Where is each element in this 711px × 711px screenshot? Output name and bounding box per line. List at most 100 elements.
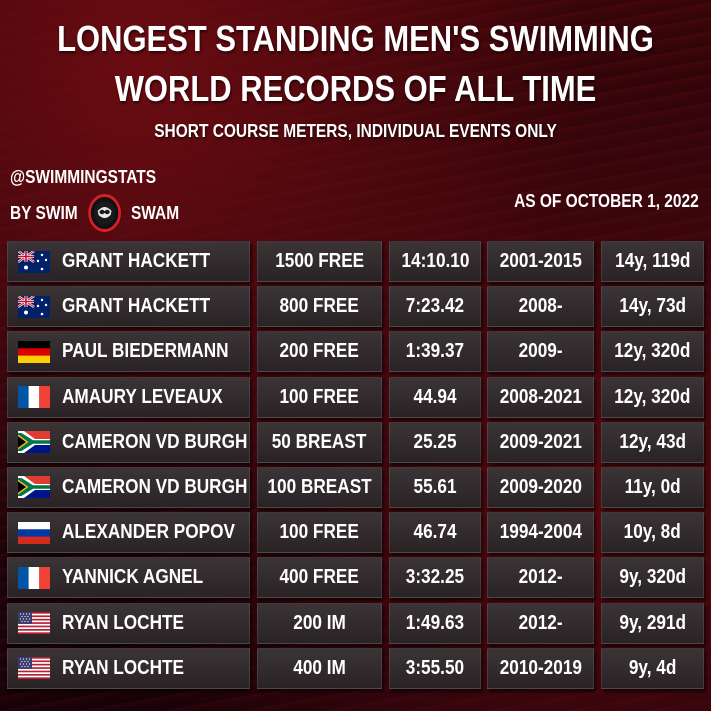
record-years: 2010-2019: [499, 656, 582, 679]
record-years: 2008-2021: [499, 385, 582, 408]
germany-flag-icon: [18, 340, 50, 363]
swimmer-cell: RYAN LOCHTE: [7, 647, 250, 689]
event-name: 400 FREE: [279, 566, 360, 589]
usa-flag-icon: [18, 612, 50, 634]
table-row: CAMERON VD BURGH 100 BREAST 55.61 2009-2020…: [7, 466, 704, 508]
event-cell: 400 FREE: [257, 557, 382, 599]
record-time: 14:10.10: [401, 250, 469, 272]
duration-cell: 9y, 4d: [601, 647, 704, 689]
australia-flag-icon: [17, 249, 50, 273]
event-cell: 200 FREE: [257, 331, 382, 373]
event-name: 200 IM: [293, 611, 346, 634]
record-time: 3:32.25: [405, 566, 465, 589]
event-cell: 100 FREE: [257, 512, 382, 554]
duration-cell: 14y, 73d: [601, 286, 704, 328]
swimswam-logo-icon: [87, 194, 121, 232]
swimmer-cell: GRANT HACKETT: [7, 241, 250, 282]
record-years: 2009-2021: [499, 430, 582, 453]
record-time: 44.94: [413, 385, 457, 408]
table-row: CAMERON VD BURGH 50 BREAST 25.25 2009-2021 1…: [7, 421, 704, 463]
duration-cell: 12y, 43d: [601, 421, 704, 463]
swimmer-name: GRANT HACKETT: [62, 295, 211, 318]
record-time: 1:39.37: [405, 340, 465, 363]
south-africa-flag-icon: [18, 476, 50, 499]
record-duration: 12y, 43d: [619, 430, 686, 453]
record-time: 7:23.42: [405, 295, 465, 318]
event-cell: 50 BREAST: [257, 421, 382, 463]
years-cell: 2009-: [487, 331, 594, 373]
record-duration: 12y, 320d: [614, 340, 691, 363]
swimmer-cell: CAMERON VD BURGH: [7, 466, 250, 508]
record-duration: 10y, 8d: [623, 521, 682, 544]
record-duration: 9y, 291d: [619, 611, 686, 634]
swimmer-name: CAMERON VD BURGH: [62, 430, 248, 453]
duration-cell: 10y, 8d: [601, 512, 704, 554]
table-row: PAUL BIEDERMANN 200 FREE 1:39.37 2009- 12y, …: [7, 331, 704, 373]
page-subtitle: SHORT COURSE METERS, INDIVIDUAL EVENTS O…: [154, 121, 557, 141]
event-cell: 800 FREE: [257, 286, 382, 328]
swimmer-cell: RYAN LOCHTE: [7, 602, 250, 644]
swimmer-cell: AMAURY LEVEAUX: [7, 376, 250, 418]
event-cell: 400 IM: [257, 647, 382, 689]
page-title-line-2: WORLD RECORDS OF ALL TIME: [114, 68, 597, 109]
event-name: 100 FREE: [279, 521, 360, 544]
usa-flag-icon: [18, 657, 50, 680]
record-years: 2008-: [518, 295, 563, 318]
swimmer-name: YANNICK AGNEL: [62, 566, 204, 589]
duration-cell: 9y, 320d: [601, 557, 704, 599]
table-row: RYAN LOCHTE 200 IM 1:49.63 2012- 9y, 291d: [7, 602, 704, 644]
russia-flag-icon: [18, 521, 50, 544]
duration-cell: 11y, 0d: [601, 466, 704, 508]
time-cell: 1:49.63: [389, 602, 481, 644]
duration-cell: 14y, 119d: [601, 241, 704, 282]
swimmer-cell: PAUL BIEDERMANN: [7, 331, 250, 373]
duration-cell: 12y, 320d: [601, 376, 704, 418]
swimmer-name: RYAN LOCHTE: [62, 611, 185, 634]
years-cell: 1994-2004: [487, 512, 594, 554]
event-name: 800 FREE: [279, 295, 360, 318]
time-cell: 1:39.37: [389, 331, 481, 373]
record-years: 2001-2015: [499, 250, 582, 272]
time-cell: 46.74: [389, 512, 481, 554]
social-handle: @SWIMMINGSTATS: [10, 167, 157, 187]
record-years: 2012-: [518, 566, 563, 589]
years-cell: 2012-: [487, 602, 594, 644]
time-cell: 3:55.50: [389, 647, 481, 689]
time-cell: 25.25: [389, 421, 481, 463]
years-cell: 2010-2019: [487, 647, 594, 689]
australia-flag-icon: [17, 294, 50, 318]
table-row: AMAURY LEVEAUX 100 FREE 44.94 2008-2021 12y,…: [7, 376, 704, 418]
event-name: 200 FREE: [279, 340, 360, 363]
record-duration: 14y, 73d: [619, 295, 686, 318]
byline: BY SWIM SWAM: [10, 193, 179, 233]
swimmer-name: RYAN LOCHTE: [62, 656, 185, 679]
record-time: 25.25: [413, 430, 457, 453]
france-flag-icon: [18, 566, 50, 589]
record-time: 55.61: [413, 475, 457, 498]
time-cell: 7:23.42: [389, 286, 481, 328]
time-cell: 14:10.10: [389, 241, 481, 282]
table-row: GRANT HACKETT 1500 FREE 14:10.10 2001-2015 1…: [7, 241, 704, 282]
records-table: GRANT HACKETT 1500 FREE 14:10.10 2001-2015 1…: [7, 241, 704, 693]
byline-prefix: BY SWIM: [10, 202, 78, 223]
south-africa-flag-icon: [18, 431, 50, 454]
record-time: 1:49.63: [405, 611, 465, 634]
table-row: YANNICK AGNEL 400 FREE 3:32.25 2012- 9y, 320…: [7, 557, 704, 599]
time-cell: 55.61: [389, 466, 481, 508]
event-cell: 200 IM: [257, 602, 382, 644]
time-cell: 3:32.25: [389, 557, 481, 599]
time-cell: 44.94: [389, 376, 481, 418]
event-cell: 100 BREAST: [257, 466, 382, 508]
record-time: 46.74: [413, 521, 457, 544]
record-duration: 9y, 320d: [619, 566, 686, 589]
years-cell: 2009-2020: [487, 466, 594, 508]
record-time: 3:55.50: [405, 656, 465, 679]
byline-suffix: SWAM: [130, 202, 180, 223]
record-duration: 9y, 4d: [628, 656, 677, 679]
table-row: RYAN LOCHTE 400 IM 3:55.50 2010-2019 9y, 4d: [7, 647, 704, 689]
as-of-date: AS OF OCTOBER 1, 2022: [514, 191, 699, 211]
swimmer-cell: YANNICK AGNEL: [7, 557, 250, 599]
years-cell: 2001-2015: [487, 241, 594, 282]
event-cell: 100 FREE: [257, 376, 382, 418]
record-years: 2012-: [518, 611, 563, 634]
